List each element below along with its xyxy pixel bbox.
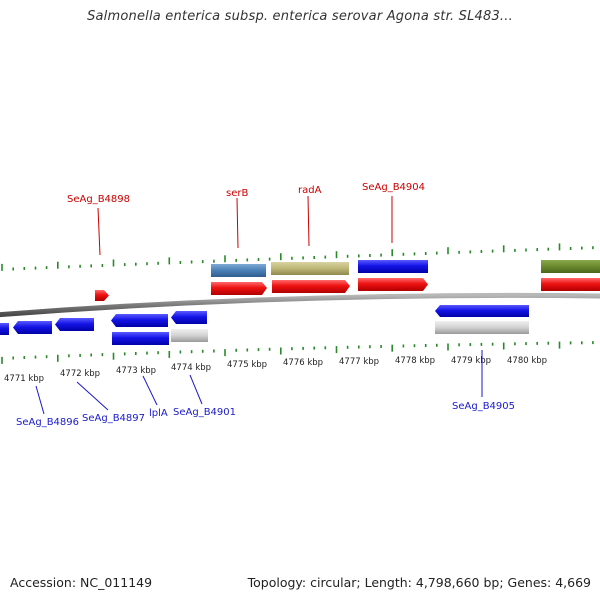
feature-olive[interactable]	[541, 260, 600, 273]
leader-lplA	[142, 375, 158, 406]
cds-blue-B4896[interactable]	[13, 321, 52, 334]
cds-red-right[interactable]	[541, 278, 600, 291]
cds-blue-B4905[interactable]	[435, 305, 529, 317]
leader-B4901	[189, 374, 203, 405]
gene-label-radA[interactable]: radA	[298, 185, 322, 196]
ruler-label-4771: 4771 kbp	[4, 374, 44, 384]
cds-red-radA[interactable]	[272, 280, 350, 293]
genome-backbone	[0, 292, 600, 318]
ruler-label-4780: 4780 kbp	[507, 356, 547, 366]
feature-steelblue[interactable]	[211, 264, 266, 277]
leader-B4897	[76, 381, 109, 411]
cds-blue-B4901[interactable]	[171, 311, 207, 324]
reverse-tick-ruler	[1, 341, 594, 364]
leader-serB	[236, 197, 239, 249]
feature-khaki[interactable]	[271, 262, 349, 275]
genome-summary: Topology: circular; Length: 4,798,660 bp…	[247, 575, 591, 590]
cds-blue-lplA[interactable]	[111, 314, 168, 327]
cds-red-small[interactable]	[95, 290, 109, 301]
gene-label-SeAg_B4905[interactable]: SeAg_B4905	[452, 401, 515, 412]
cds-red-B4904[interactable]	[358, 278, 428, 291]
cds-blue-B4897[interactable]	[55, 318, 94, 331]
ruler-label-4774: 4774 kbp	[171, 363, 211, 373]
gene-label-SeAg_B4901[interactable]: SeAg_B4901	[173, 407, 236, 418]
ruler-label-4779: 4779 kbp	[451, 356, 491, 366]
genome-title: Salmonella enterica subsp. enterica sero…	[87, 9, 513, 24]
gene-label-lplA[interactable]: lplA	[149, 408, 168, 419]
gene-label-SeAg_B4896[interactable]: SeAg_B4896	[16, 417, 79, 428]
feature-grey-right[interactable]	[435, 321, 529, 334]
leader-radA	[307, 195, 310, 247]
ruler-label-4777: 4777 kbp	[339, 357, 379, 367]
feature-blue-top[interactable]	[358, 260, 428, 273]
ruler-label-4772: 4772 kbp	[60, 369, 100, 379]
forward-tick-ruler	[1, 243, 594, 271]
leader-B4898	[97, 207, 101, 256]
feature-grey-lower[interactable]	[171, 329, 208, 342]
ruler-label-4776: 4776 kbp	[283, 358, 323, 368]
ruler-label-4778: 4778 kbp	[395, 356, 435, 366]
gene-label-SeAg_B4898[interactable]: SeAg_B4898	[67, 194, 130, 205]
ruler-label-4773: 4773 kbp	[116, 366, 156, 376]
leader-B4896	[35, 385, 45, 415]
accession-label: Accession: NC_011149	[10, 575, 153, 590]
cds-blue-leftedge[interactable]	[0, 323, 9, 335]
cds-red-serB[interactable]	[211, 282, 267, 295]
feature-blue-lower[interactable]	[112, 332, 169, 345]
gene-label-SeAg_B4897[interactable]: SeAg_B4897	[82, 413, 145, 424]
gene-label-serB[interactable]: serB	[226, 188, 248, 199]
gene-label-SeAg_B4904[interactable]: SeAg_B4904	[362, 182, 425, 193]
ruler-label-4775: 4775 kbp	[227, 360, 267, 370]
